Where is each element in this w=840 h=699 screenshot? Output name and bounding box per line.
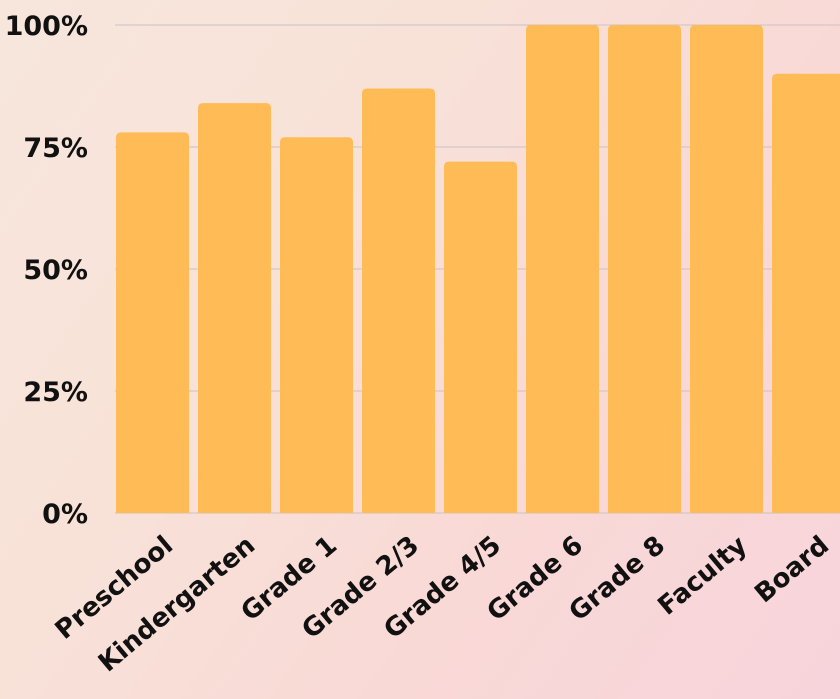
bar-faculty	[690, 25, 763, 513]
bar-kindergarten	[198, 103, 271, 513]
y-tick-label-25: 25%	[23, 377, 88, 408]
y-tick-label-100: 100%	[5, 11, 88, 42]
y-axis-tick-labels: 0% 25% 50% 75% 100%	[5, 11, 88, 530]
y-tick-label-75: 75%	[23, 133, 88, 164]
bar-grade-2-3	[362, 88, 435, 513]
bar-grade-6	[526, 25, 599, 513]
bar-grade-8	[608, 25, 681, 513]
bar-grade-4-5	[444, 161, 517, 513]
bar-grade-1	[280, 137, 353, 514]
bar-board	[772, 73, 840, 513]
y-tick-label-50: 50%	[23, 255, 88, 286]
y-tick-label-0: 0%	[42, 499, 88, 530]
x-tick-label-faculty: Faculty	[653, 530, 754, 621]
bars	[116, 25, 840, 514]
bar-preschool	[116, 132, 189, 514]
x-tick-label-board: Board	[749, 530, 835, 609]
